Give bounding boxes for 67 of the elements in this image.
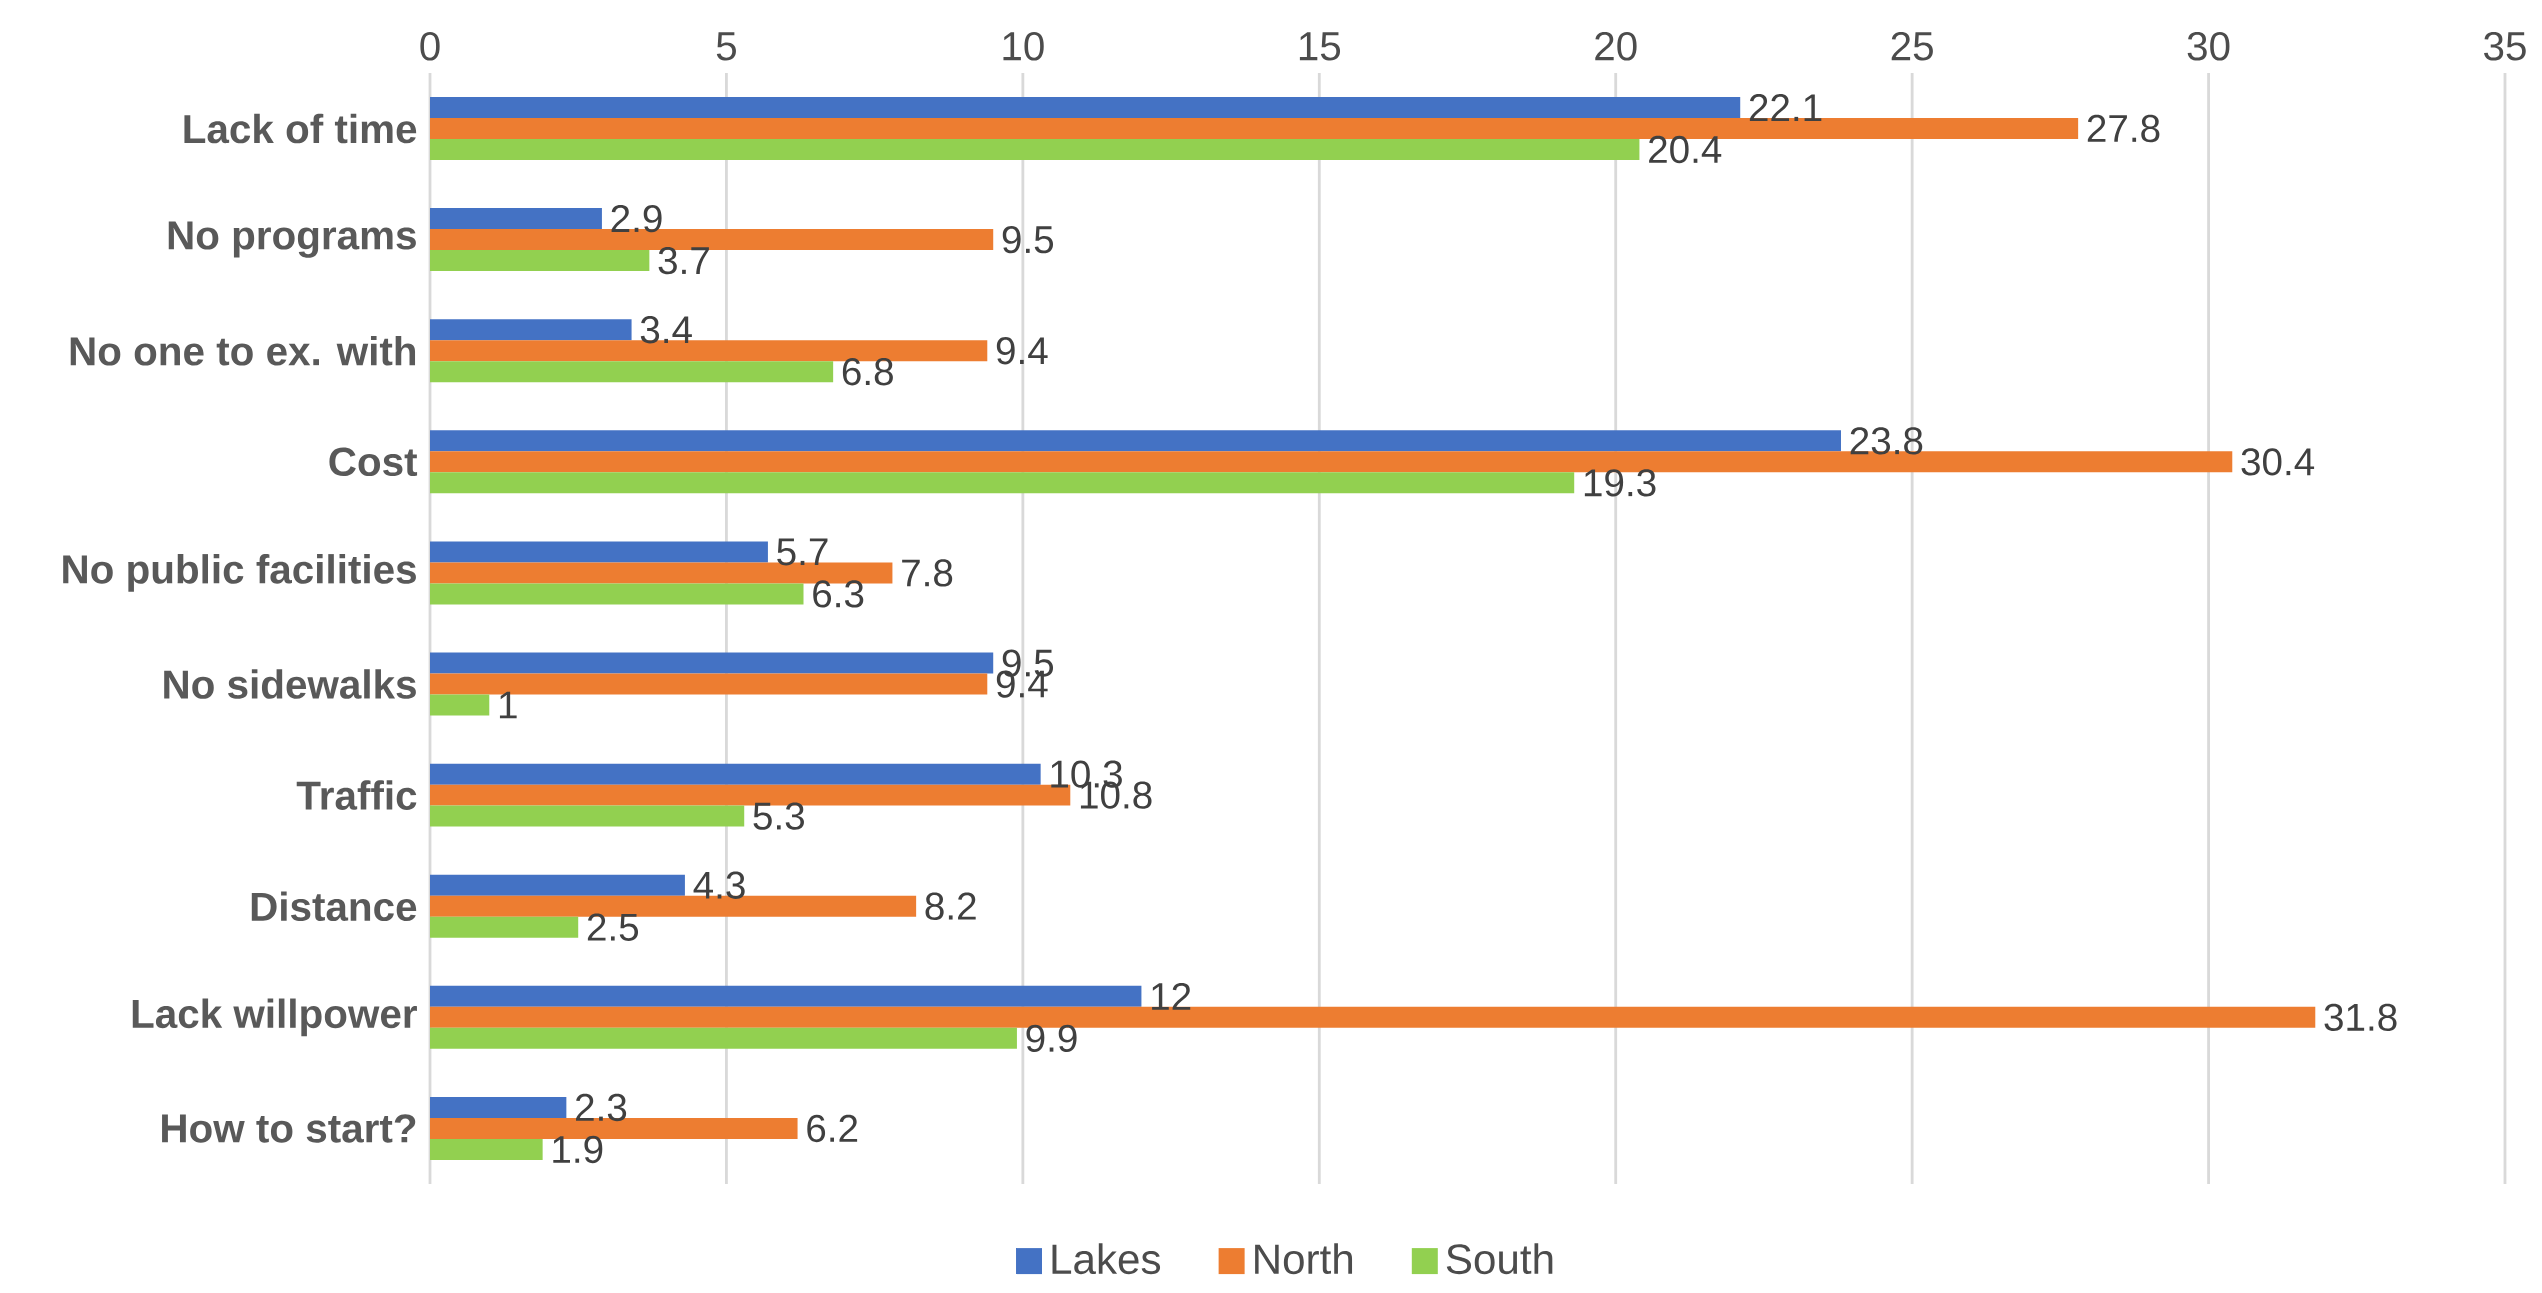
data-label: 7.8 [902,559,953,587]
data-label: 1 [499,691,517,719]
data-label: 30.4 [2241,448,2315,476]
bar [430,472,1575,494]
data-label: 31.8 [2324,1003,2397,1031]
x-tick-label: 20 [1595,31,1637,61]
bar [430,430,1841,452]
bar [430,985,1142,1007]
data-label: 3.4 [640,316,692,344]
y-tick-label: How to start? [162,1114,416,1143]
y-tick-label: Distance [251,891,417,922]
data-label: 6.2 [807,1114,858,1143]
data-label: 20.4 [1649,135,1722,164]
x-tick-label: 10 [1003,31,1044,61]
x-tick-label: 30 [2187,31,2230,61]
data-label: 5.3 [753,802,804,830]
legend-label: North [1255,1243,1353,1275]
data-label: 2.3 [576,1093,627,1122]
bar [430,319,632,341]
y-tick-label: No public facilities [63,554,416,592]
data-label: 4.3 [693,871,745,899]
data-label: 2.5 [587,913,639,941]
data-label: 1.9 [553,1135,603,1164]
legend-label: Lakes [1052,1243,1161,1275]
data-label: 23.8 [1850,427,1923,455]
bar [430,583,804,605]
data-label: 2.9 [611,204,662,233]
x-tick-label: 15 [1299,32,1341,61]
y-tick-label: No programs [168,221,416,258]
data-label: 8.2 [925,892,976,920]
bar [430,541,768,563]
data-label: 3.7 [658,246,709,275]
bar [430,361,834,383]
bar [430,694,490,716]
data-label: 5.7 [777,538,828,566]
bar [430,1096,567,1118]
bar [430,208,602,230]
bar [430,138,1640,160]
bar [430,652,994,674]
data-label: 6.3 [813,580,864,608]
x-tick-label: 0 [420,31,440,61]
bar [430,805,745,827]
data-label: 9.9 [1026,1024,1077,1052]
data-label: 12 [1152,982,1191,1010]
bar [430,96,1741,118]
bar [430,1027,1017,1049]
bar [430,250,650,272]
data-label: 6.8 [842,358,893,386]
y-tick-label: Cost [329,447,418,477]
y-tick-label: No sidewalks [164,669,416,699]
data-label: 19.3 [1584,469,1656,497]
data-label: 27.8 [2087,114,2160,143]
y-tick-label: Traffic [296,780,417,810]
y-tick-label: No one to ex. with [70,335,416,366]
data-label: 9.5 [1002,225,1054,254]
bar [430,1138,543,1160]
bar [430,916,579,938]
bar [430,763,1041,785]
data-label: 9.4 [996,337,1048,365]
x-tick-label: 35 [2484,31,2526,61]
x-tick-label: 5 [716,32,736,61]
y-tick-label: Lack of time [184,113,417,144]
y-tick-label: Lack willpower [132,998,417,1037]
x-tick-label: 25 [1891,31,1933,61]
data-label: 22.1 [1749,94,1822,121]
bar [430,874,685,896]
legend-label: South [1446,1243,1553,1275]
